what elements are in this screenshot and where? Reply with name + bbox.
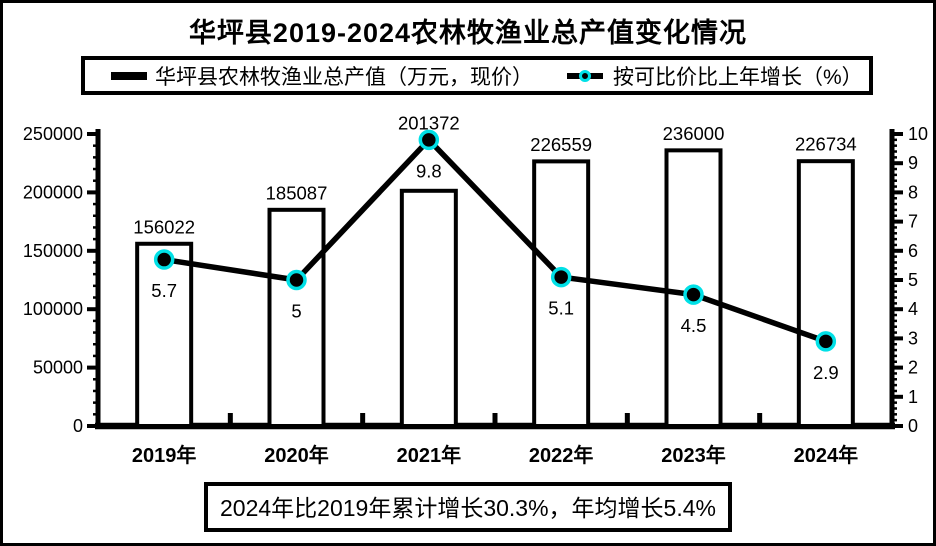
left-axis-tick-label: 50000 [33,358,83,378]
legend-line-label: 按可比价比上年增长（%） [613,65,863,89]
line-value-label: 5 [291,301,301,322]
bar-value-label: 185087 [266,182,328,203]
line-series [153,129,837,352]
line-value-labels: 5.7 5 9.8 5.1 4.5 2.9 [151,160,838,382]
legend-box: 华坪县农林牧渔业总产值（万元，现价） 按可比价比上年增长（%） [81,56,873,95]
right-axis-tick-label: 4 [908,299,918,319]
data-point-2022年 [550,266,572,288]
bar-series [135,148,855,429]
right-axis-tick-label: 8 [908,182,918,202]
bar-2021年 [399,188,458,428]
line-value-label: 9.8 [416,160,442,181]
footer-row: 2024年比2019年累计增长30.3%，年均增长5.4% [3,482,933,532]
x-axis-category-label: 2024年 [794,443,859,467]
bar-2023年 [664,148,723,429]
right-axis-tick-label: 3 [908,328,918,348]
line-series-swatch-icon [567,69,603,82]
bar-2024年 [796,159,855,428]
left-axis-tick-label: 0 [73,416,83,436]
bar-value-label: 236000 [663,123,725,144]
bar-value-label: 226734 [795,134,857,155]
bar-2019年 [135,241,194,428]
line-value-label: 2.9 [813,362,839,383]
bar-value-label: 201372 [398,112,460,133]
right-axis-tick-label: 5 [908,270,918,290]
bar-2022年 [532,159,591,428]
right-axis-tick-label: 6 [908,241,918,261]
x-axis-category-label: 2020年 [264,443,329,467]
line-value-label: 5.7 [151,280,177,301]
bar-value-label: 226559 [530,134,592,155]
bar-value-label: 156022 [133,216,195,237]
x-axis: 2019年 2020年 2021年 2022年 2023年 2024年 [95,413,895,467]
right-axis-tick-label: 7 [908,212,918,232]
right-axis-tick-label: 2 [908,358,918,378]
summary-note: 2024年比2019年累计增长30.3%，年均增长5.4% [204,482,732,532]
data-point-2023年 [683,284,704,305]
x-axis-category-label: 2023年 [661,443,726,467]
data-point-2020年 [286,269,307,291]
right-axis-tick-label: 1 [908,387,918,407]
left-axis-tick-label: 150000 [23,241,83,261]
line-value-label: 5.1 [548,298,574,319]
left-axis: 0 50000 100000 150000 200000 250000 [23,124,101,436]
data-point-2021年 [418,129,440,151]
x-axis-category-label: 2021年 [397,443,462,467]
growth-line [163,137,827,344]
bar-series-swatch-icon [111,71,147,80]
data-point-2019年 [153,249,175,270]
data-point-2024年 [815,331,837,352]
right-axis-tick-label: 9 [908,153,918,173]
x-axis-category-label: 2019年 [132,443,197,467]
chart-title: 华坪县2019-2024农林牧渔业总产值变化情况 [188,18,748,48]
line-marker-dot-icon [579,69,591,82]
legend-item-line-series: 按可比价比上年增长（%） [567,61,863,91]
left-axis-tick-label: 250000 [23,124,83,144]
x-axis-category-label: 2022年 [529,443,594,467]
legend-item-bar-series: 华坪县农林牧渔业总产值（万元，现价） [111,61,533,91]
bar-value-labels: 156022 185087 201372 226559 236000 226734 [133,112,856,237]
line-value-label: 4.5 [681,315,707,336]
left-axis-tick-label: 200000 [23,182,83,202]
right-axis: 0 1 2 3 4 5 6 7 8 9 10 [889,124,928,436]
left-axis-tick-label: 100000 [23,299,83,319]
right-axis-tick-label: 0 [908,416,918,436]
bar-2020年 [267,207,326,428]
legend-bar-label: 华坪县农林牧渔业总产值（万元，现价） [155,65,533,89]
right-axis-tick-label: 10 [908,124,928,144]
